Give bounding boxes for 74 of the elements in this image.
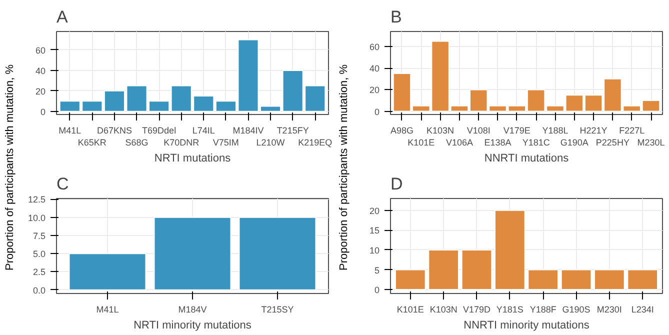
x-tick-label: Y188F xyxy=(530,304,557,314)
x-tick-label: M230L xyxy=(637,138,665,148)
x-tick-label: F227L xyxy=(619,126,645,136)
bar xyxy=(560,269,592,290)
bar xyxy=(594,269,625,290)
x-tick-label: S68G xyxy=(125,138,148,148)
bar xyxy=(461,249,492,290)
x-tick-label: M41L xyxy=(58,126,82,136)
x-tick-label: K65KR xyxy=(78,138,107,148)
x-tick-label: Y181S xyxy=(496,304,524,314)
x-tick-label: V179D xyxy=(462,304,492,314)
x-tick-label: L210W xyxy=(256,138,286,148)
bar xyxy=(528,269,559,290)
bar xyxy=(627,269,658,290)
x-tick-label: K103N xyxy=(426,126,454,136)
x-tick-label: K101E xyxy=(408,138,435,148)
x-tick-label: M41L xyxy=(96,304,119,314)
bar xyxy=(428,249,459,290)
y-tick-label: 60 xyxy=(35,45,46,56)
chart-title: A xyxy=(56,8,68,26)
x-tick-label: T215SY xyxy=(261,304,294,314)
x-tick-label: G190S xyxy=(562,304,590,314)
chart-title: C xyxy=(56,174,69,194)
x-tick-label: Y181C xyxy=(522,138,550,148)
x-tick-label: M184IV xyxy=(232,126,264,136)
x-tick-label: H221Y xyxy=(580,126,608,136)
y-tick-label: 0.0 xyxy=(32,285,46,296)
x-axis-title: NNRTI minority mutations xyxy=(464,320,590,332)
x-tick-label: K70DNR xyxy=(164,138,200,148)
x-axis-title: NNRTI mutations xyxy=(484,152,570,164)
y-tick-label: 0 xyxy=(374,106,380,117)
y-tick-label: 12.5 xyxy=(28,194,46,205)
x-tick-label: D67KNS xyxy=(96,126,132,136)
x-tick-label: E138A xyxy=(484,138,512,148)
y-axis-title: Proportion of participants with mutation, % xyxy=(4,64,16,271)
x-tick-label: T69Ddel xyxy=(142,126,176,136)
x-axis-title: NRTI minority mutations xyxy=(134,320,252,332)
bar xyxy=(394,269,426,290)
y-tick-label: 0 xyxy=(40,106,46,117)
x-tick-label: V106A xyxy=(446,138,473,148)
y-tick-label: 20 xyxy=(369,206,380,216)
y-tick-label: 15 xyxy=(369,226,380,236)
x-tick-label: K103N xyxy=(430,304,458,314)
x-tick-label: G190A xyxy=(560,138,588,148)
y-tick-label: 60 xyxy=(369,42,380,52)
x-tick-label: T215FY xyxy=(276,126,309,136)
y-tick-label: 0 xyxy=(374,285,380,296)
y-tick-label: 2.5 xyxy=(32,267,46,278)
y-tick-label: 5.0 xyxy=(32,249,46,260)
x-tick-label: K101E xyxy=(396,304,424,314)
x-tick-label: P225HY xyxy=(596,138,630,148)
y-tick-label: 10 xyxy=(369,245,380,256)
y-tick-label: 20 xyxy=(369,85,380,96)
x-tick-label: L74IL xyxy=(192,126,215,136)
y-tick-label: 5 xyxy=(374,265,380,276)
x-axis-title: NRTI mutations xyxy=(154,152,232,164)
x-tick-label: K219EQ xyxy=(298,138,332,148)
x-tick-label: M184V xyxy=(178,304,207,314)
x-tick-label: V108I xyxy=(466,126,490,136)
x-tick-label: M230I xyxy=(596,304,622,314)
x-tick-label: A98G xyxy=(390,126,414,136)
x-tick-label: Y188L xyxy=(542,126,568,136)
y-axis-title: Proportion of participants with mutation, % xyxy=(338,64,350,271)
y-tick-label: 10.0 xyxy=(28,212,46,223)
x-tick-label: L234I xyxy=(631,304,654,314)
chart-title: B xyxy=(390,8,402,26)
y-tick-label: 40 xyxy=(35,66,46,76)
y-tick-label: 40 xyxy=(369,64,380,74)
x-tick-label: V75IM xyxy=(212,138,239,148)
y-tick-label: 7.5 xyxy=(32,230,46,241)
bar xyxy=(494,210,526,290)
y-tick-label: 20 xyxy=(35,86,46,96)
chart-title: D xyxy=(390,174,403,194)
x-tick-label: V179E xyxy=(503,126,530,136)
